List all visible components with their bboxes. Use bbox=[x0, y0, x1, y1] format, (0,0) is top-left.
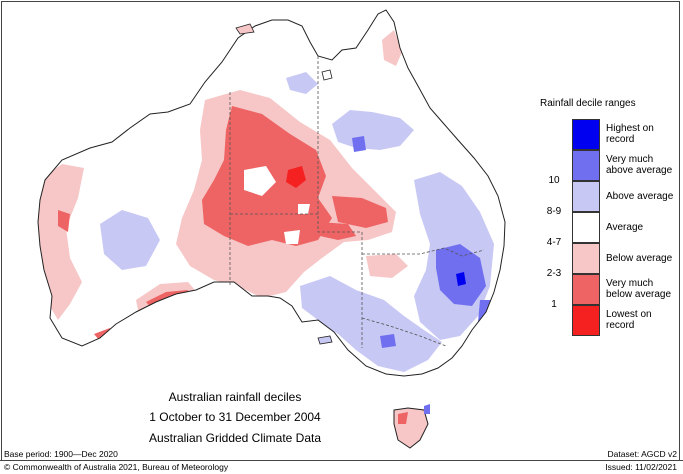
legend-label-line: Average bbox=[606, 222, 644, 233]
issued-date: Issued: 11/02/2021 bbox=[605, 462, 677, 472]
legend-label: Highest on record bbox=[606, 123, 683, 145]
legend-label-line: Very much bbox=[606, 154, 654, 165]
copyright: © Commonwealth of Australia 2021, Bureau… bbox=[4, 462, 229, 472]
region-very-much-above-average-qld bbox=[352, 136, 366, 152]
region-lowest-on-record bbox=[286, 166, 306, 188]
region-above-average-west bbox=[100, 210, 160, 270]
map-date-range: 1 October to 31 December 2004 bbox=[149, 410, 321, 424]
legend-swatch bbox=[572, 150, 600, 181]
legend-label-line: Highest on bbox=[606, 123, 654, 134]
legend-title: Rainfall decile ranges bbox=[540, 98, 636, 109]
legend-label-line: Above average bbox=[606, 191, 674, 202]
legend-item: 10 Very much above average bbox=[540, 150, 683, 186]
tasmania-red-patch bbox=[398, 412, 408, 424]
legend-item: 4-7 Average bbox=[540, 212, 683, 248]
legend-swatch bbox=[572, 305, 600, 336]
legend-range: 1 bbox=[551, 299, 557, 310]
legend-swatch bbox=[572, 119, 600, 150]
legend-item: Highest on record bbox=[540, 119, 683, 150]
region-above-average-south bbox=[300, 276, 442, 372]
groote-island bbox=[321, 69, 333, 81]
legend-range: 4-7 bbox=[546, 237, 562, 248]
legend-swatch bbox=[572, 212, 600, 243]
legend-range: 10 bbox=[548, 175, 560, 186]
legend-label: Very much below average bbox=[606, 278, 683, 300]
region-very-much-below-average-east bbox=[332, 196, 388, 228]
legend-label: Average bbox=[606, 222, 683, 233]
kangaroo-island bbox=[317, 335, 333, 345]
legend-item: 8-9 Above average bbox=[540, 181, 683, 217]
dataset-label: Dataset: AGCD v2 bbox=[607, 449, 677, 459]
region-highest-on-record bbox=[456, 272, 466, 286]
state-border-nt-qld bbox=[317, 56, 362, 233]
legend-swatch bbox=[572, 181, 600, 212]
legend-label: Below average bbox=[606, 253, 683, 264]
legend-label-line: record bbox=[606, 320, 635, 331]
region-average-hole-2 bbox=[298, 204, 310, 214]
legend-label-line: Lowest on bbox=[606, 309, 652, 320]
region-below-average-west bbox=[38, 164, 84, 320]
state-border-qld-nsw bbox=[362, 247, 485, 257]
base-period: Base period: 1900—Dec 2020 bbox=[4, 449, 118, 459]
australia-coastline bbox=[37, 9, 506, 377]
legend-label: Above average bbox=[606, 191, 683, 202]
region-very-much-below-average-west bbox=[58, 210, 70, 232]
map-title: Australian rainfall deciles bbox=[168, 390, 302, 404]
region-below-average-east bbox=[366, 254, 408, 278]
region-average-hole-3 bbox=[284, 230, 300, 244]
legend-item: 1 Very much below average bbox=[540, 274, 683, 310]
legend-label-line: above average bbox=[606, 165, 673, 176]
legend-item: 2-3 Below average bbox=[540, 243, 683, 279]
legend-swatch bbox=[572, 274, 600, 305]
region-average-hole-1 bbox=[244, 166, 276, 196]
region-above-average-gulf bbox=[286, 72, 318, 94]
map-dataset-name: Australian Gridded Climate Data bbox=[148, 431, 322, 445]
legend-label-line: record bbox=[606, 134, 635, 145]
legend-label: Very much above average bbox=[606, 154, 683, 176]
region-below-average-north-qld bbox=[382, 30, 402, 66]
legend-range: 8-9 bbox=[546, 206, 562, 217]
tasmania-blue-patch bbox=[424, 404, 430, 414]
melville-island bbox=[235, 23, 255, 35]
legend-label: Lowest on record bbox=[606, 309, 683, 331]
legend-label-line: below average bbox=[606, 289, 672, 300]
region-very-much-above-average-south bbox=[380, 334, 396, 348]
region-very-much-below-average-south bbox=[318, 222, 356, 240]
legend-label-line: Below average bbox=[606, 253, 673, 264]
legend-label-line: Very much bbox=[606, 278, 654, 289]
footer-bar bbox=[0, 460, 683, 474]
legend-item: Lowest on record bbox=[540, 305, 683, 336]
legend-range: 2-3 bbox=[546, 268, 562, 279]
legend-swatch bbox=[572, 243, 600, 274]
